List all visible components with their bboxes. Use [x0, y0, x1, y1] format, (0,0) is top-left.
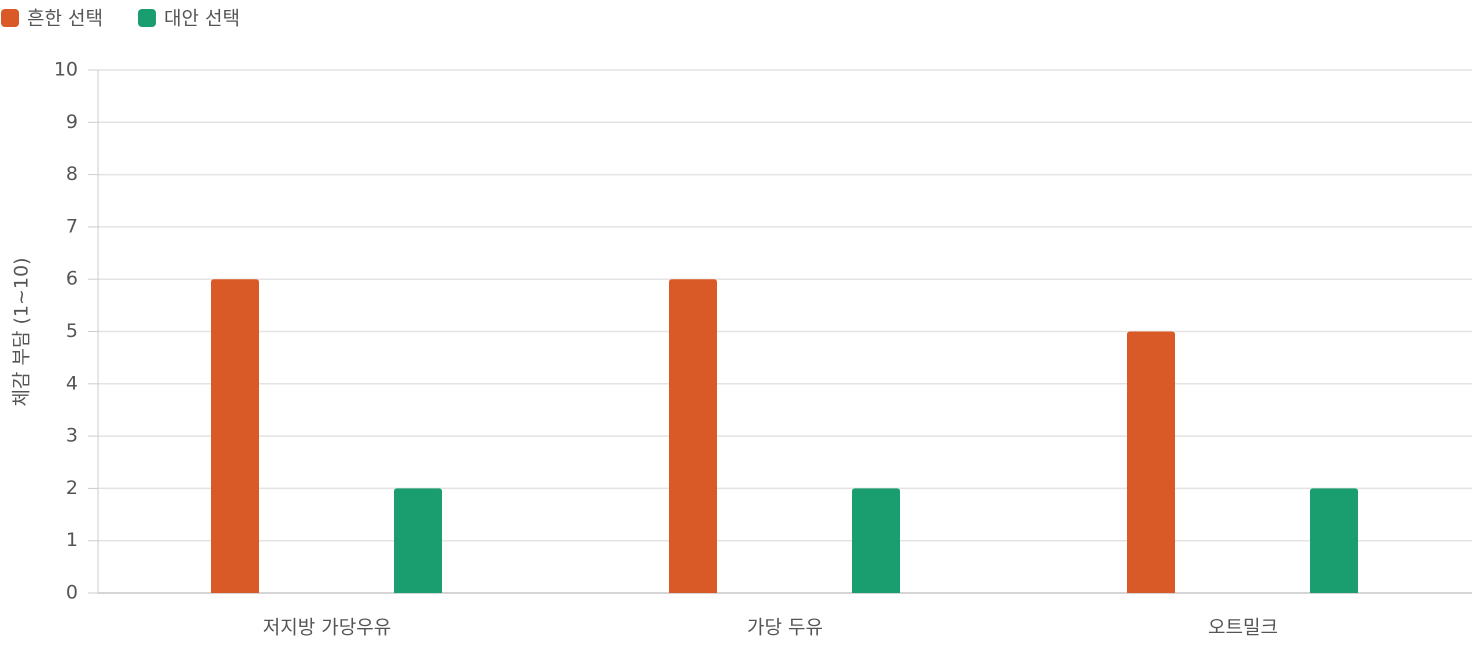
y-axis-label: 체감 부담 (1~10): [11, 257, 33, 406]
y-tick-label: 10: [54, 59, 78, 81]
y-tick-label: 1: [66, 529, 78, 551]
bar: [1310, 488, 1358, 593]
legend-label: 흔한 선택: [27, 8, 103, 30]
y-tick-label: 2: [66, 477, 78, 499]
y-tick-label: 5: [66, 320, 78, 342]
y-tick-label: 0: [66, 582, 78, 604]
y-tick-label: 3: [66, 425, 78, 447]
bar: [394, 488, 442, 593]
legend-swatch: [137, 9, 156, 27]
x-tick-label: 가당 두유: [747, 617, 823, 639]
y-tick-label: 4: [66, 372, 78, 394]
legend-label: 대안 선택: [164, 8, 240, 30]
x-tick-label: 저지방 가당우유: [263, 617, 391, 639]
bar: [1127, 331, 1175, 593]
bar: [852, 488, 900, 593]
y-tick-label: 8: [66, 163, 78, 185]
legend-swatch: [1, 9, 19, 27]
bar: [669, 279, 717, 593]
y-tick-label: 9: [66, 111, 78, 133]
y-tick-label: 6: [66, 268, 78, 290]
bar: [211, 279, 259, 593]
y-tick-label: 7: [66, 215, 78, 237]
x-tick-label: 오트밀크: [1208, 617, 1278, 639]
